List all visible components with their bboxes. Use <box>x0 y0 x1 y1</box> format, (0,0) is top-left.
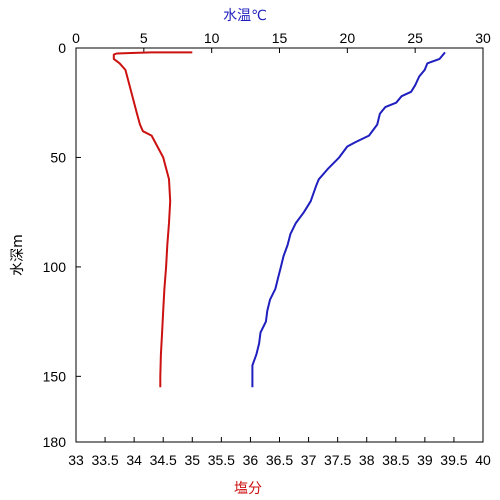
bottom-tick-label: 33 <box>68 452 84 468</box>
left-tick-label: 100 <box>43 259 67 275</box>
bottom-tick-label: 34.5 <box>150 452 177 468</box>
series-line-top-axis <box>251 51 446 388</box>
left-axis-ticks: 0 50 100 150 180 <box>43 40 81 450</box>
left-tick-label: 150 <box>43 368 67 384</box>
series-layer <box>112 51 446 388</box>
top-tick-label: 10 <box>204 30 220 46</box>
bottom-tick-label: 39 <box>417 452 433 468</box>
left-tick-label: 180 <box>43 434 67 450</box>
bottom-tick-label: 35.5 <box>208 452 235 468</box>
series-line-bottom-axis <box>112 51 193 388</box>
bottom-tick-label: 39.5 <box>440 452 467 468</box>
left-tick-label: 0 <box>58 40 66 56</box>
bottom-axis-ticks: 33 33.5 34 34.5 35 35.5 36 36.5 37 37.5 38 38.5 39 39… <box>68 437 491 468</box>
top-tick-label: 0 <box>72 30 80 46</box>
top-axis-title: 水温℃ <box>223 8 267 24</box>
top-tick-label: 5 <box>140 30 148 46</box>
bottom-tick-label: 37 <box>301 452 317 468</box>
bottom-tick-label: 38.5 <box>382 452 409 468</box>
bottom-tick-label: 36.5 <box>266 452 293 468</box>
bottom-tick-label: 37.5 <box>324 452 351 468</box>
top-tick-label: 20 <box>340 30 356 46</box>
top-tick-label: 30 <box>475 30 491 46</box>
left-axis-title: 水深m <box>10 234 26 276</box>
bottom-tick-label: 36 <box>243 452 259 468</box>
bottom-tick-label: 38 <box>359 452 375 468</box>
top-tick-label: 25 <box>407 30 423 46</box>
left-tick-label: 50 <box>50 149 66 165</box>
bottom-tick-label: 35 <box>184 452 200 468</box>
top-axis-ticks: 0 5 10 15 20 25 30 <box>72 30 491 53</box>
bottom-tick-label: 34 <box>126 452 142 468</box>
bottom-tick-label: 40 <box>475 452 491 468</box>
bottom-tick-label: 33.5 <box>91 452 118 468</box>
top-tick-label: 15 <box>272 30 288 46</box>
bottom-axis-title: 塩分 <box>234 481 262 497</box>
